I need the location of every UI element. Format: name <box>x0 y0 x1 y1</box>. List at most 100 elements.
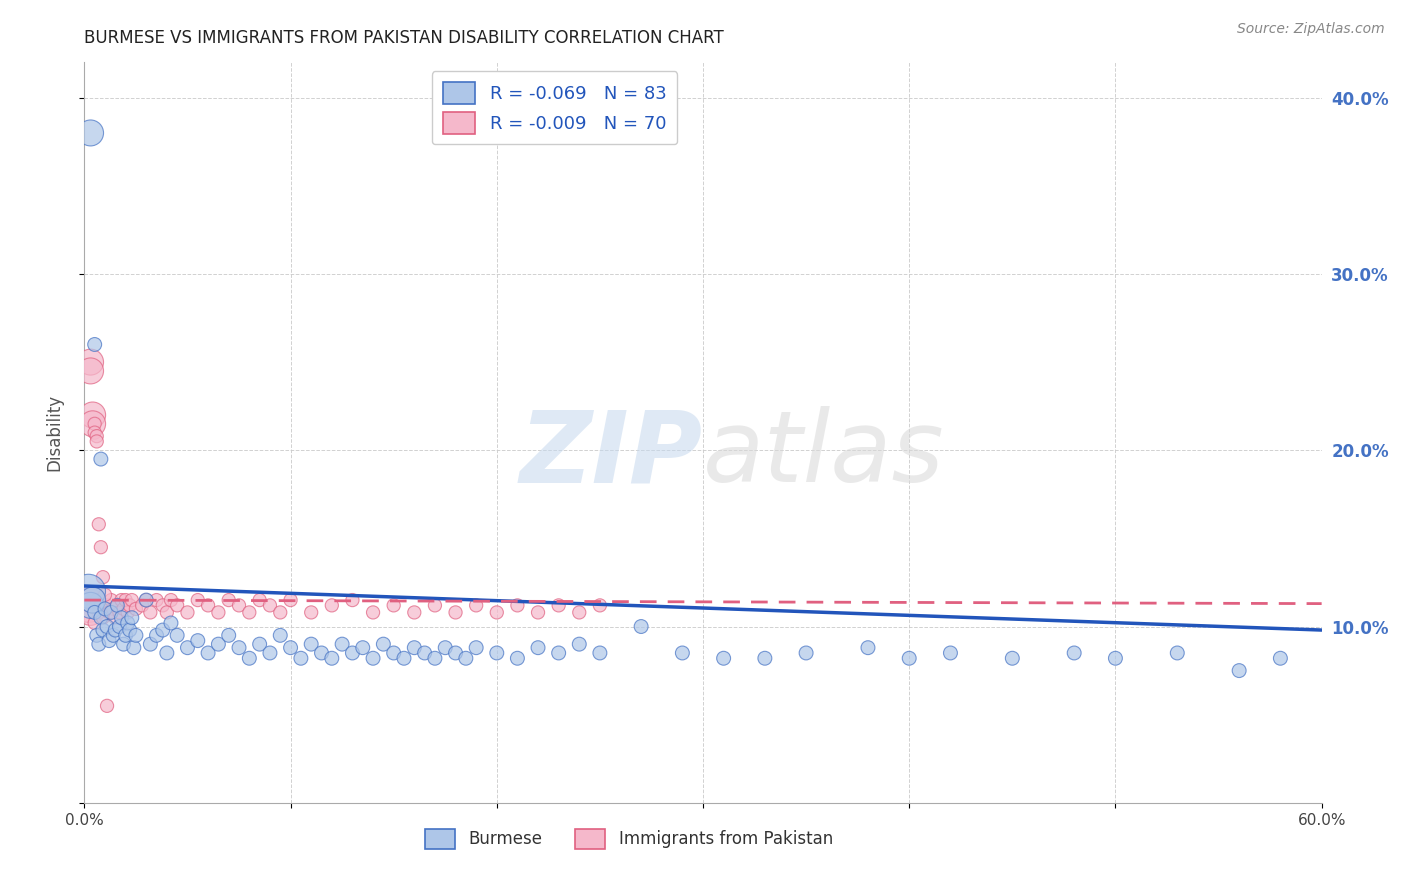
Point <box>118 623 141 637</box>
Point <box>160 593 183 607</box>
Point <box>249 637 271 651</box>
Point <box>86 628 108 642</box>
Text: BURMESE VS IMMIGRANTS FROM PAKISTAN DISABILITY CORRELATION CHART: BURMESE VS IMMIGRANTS FROM PAKISTAN DISA… <box>84 29 724 47</box>
Point <box>121 610 143 624</box>
Point <box>506 599 529 613</box>
Point <box>423 651 446 665</box>
Point <box>465 640 488 655</box>
Point <box>434 640 457 655</box>
Point <box>794 646 817 660</box>
Point <box>166 628 188 642</box>
Point <box>103 602 125 616</box>
Point <box>94 588 117 602</box>
Point <box>82 408 104 422</box>
Point <box>1166 646 1188 660</box>
Point <box>87 637 110 651</box>
Point <box>135 593 157 607</box>
Point <box>228 640 250 655</box>
Point <box>485 606 508 620</box>
Point <box>83 615 105 630</box>
Point <box>238 606 260 620</box>
Point <box>104 623 127 637</box>
Point <box>856 640 879 655</box>
Point <box>139 606 162 620</box>
Point <box>527 606 550 620</box>
Point <box>568 606 591 620</box>
Point <box>112 602 135 616</box>
Point <box>373 637 395 651</box>
Point <box>197 599 219 613</box>
Point <box>105 599 128 613</box>
Point <box>342 593 364 607</box>
Point <box>506 651 529 665</box>
Point <box>218 628 240 642</box>
Point <box>96 599 118 613</box>
Point <box>82 417 104 431</box>
Point <box>90 599 112 613</box>
Point <box>713 651 735 665</box>
Point <box>90 452 112 467</box>
Point <box>259 599 281 613</box>
Point <box>485 646 508 660</box>
Point <box>465 599 488 613</box>
Point <box>1063 646 1085 660</box>
Text: ZIP: ZIP <box>520 407 703 503</box>
Point <box>121 593 143 607</box>
Point <box>83 417 105 431</box>
Point <box>125 602 148 616</box>
Text: Source: ZipAtlas.com: Source: ZipAtlas.com <box>1237 22 1385 37</box>
Point <box>152 599 174 613</box>
Point <box>135 593 157 607</box>
Point <box>630 619 652 633</box>
Point <box>547 646 569 660</box>
Point <box>311 646 333 660</box>
Point <box>207 637 229 651</box>
Point <box>423 599 446 613</box>
Point <box>112 637 135 651</box>
Point <box>156 606 179 620</box>
Point <box>527 640 550 655</box>
Point <box>77 599 100 613</box>
Point <box>392 651 415 665</box>
Point <box>404 640 426 655</box>
Point <box>166 599 188 613</box>
Point <box>547 599 569 613</box>
Point <box>218 593 240 607</box>
Point <box>413 646 436 660</box>
Point <box>160 615 183 630</box>
Point <box>104 610 127 624</box>
Point <box>187 633 209 648</box>
Point <box>77 584 100 599</box>
Point <box>187 593 209 607</box>
Point <box>114 593 136 607</box>
Point <box>94 602 117 616</box>
Point <box>176 640 198 655</box>
Point <box>86 593 108 607</box>
Point <box>280 640 302 655</box>
Point <box>86 429 108 443</box>
Point <box>280 593 302 607</box>
Point <box>114 628 136 642</box>
Point <box>94 602 117 616</box>
Point <box>1104 651 1126 665</box>
Point <box>1227 664 1250 678</box>
Point <box>207 606 229 620</box>
Point <box>361 606 384 620</box>
Point <box>176 606 198 620</box>
Point <box>96 698 118 713</box>
Point <box>352 640 374 655</box>
Point <box>269 606 291 620</box>
Point <box>152 623 174 637</box>
Point <box>105 599 128 613</box>
Point <box>108 619 131 633</box>
Point <box>117 615 139 630</box>
Legend: Burmese, Immigrants from Pakistan: Burmese, Immigrants from Pakistan <box>416 821 841 857</box>
Point <box>100 606 122 620</box>
Point <box>110 593 132 607</box>
Point <box>79 355 101 369</box>
Point <box>444 646 467 660</box>
Point <box>82 593 104 607</box>
Point <box>299 637 322 651</box>
Point <box>117 606 139 620</box>
Point <box>79 364 101 378</box>
